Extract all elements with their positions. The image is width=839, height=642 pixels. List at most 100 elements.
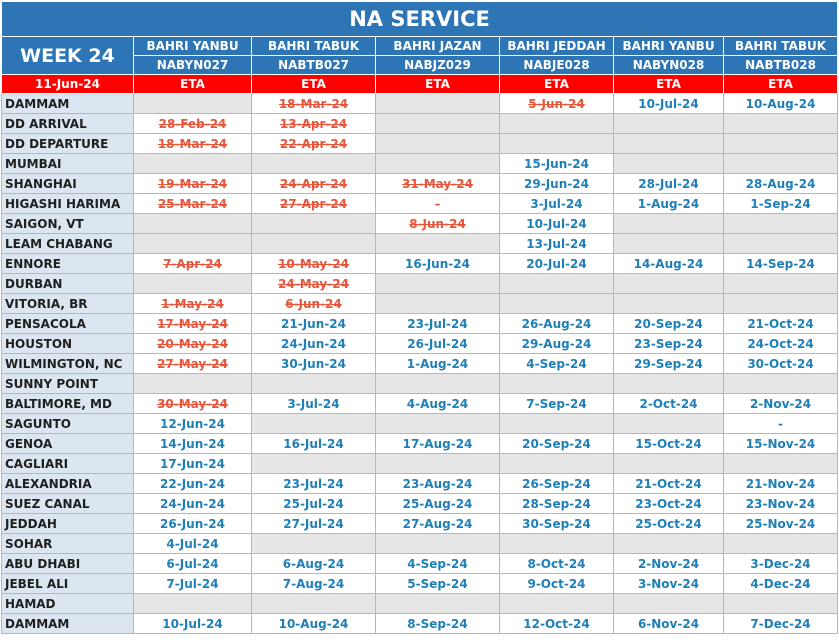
eta-date: 27-Aug-24: [375, 513, 500, 534]
port-row: SHANGHAI 19-Mar-24 24-Apr-24 31-May-24 29-Ju…: [1, 173, 839, 194]
port-name: GENOA: [1, 433, 134, 454]
past-date: 10-May-24: [251, 253, 376, 274]
empty-cell: [375, 233, 500, 254]
port-row: DAMMAM 10-Jul-24 10-Aug-24 8-Sep-24 12-Oct-2…: [1, 613, 839, 634]
eta-date: 7-Jul-24: [133, 573, 252, 594]
port-name: SAIGON, VT: [1, 213, 134, 234]
eta-date: 10-Jul-24: [133, 613, 252, 634]
eta-date: 4-Dec-24: [722, 573, 839, 594]
eta-date: 21-Oct-24: [722, 313, 839, 334]
empty-cell: [613, 213, 724, 234]
eta-date: 12-Jun-24: [133, 413, 252, 434]
past-date: 8-Jun-24: [375, 213, 500, 234]
eta-date: 24-Oct-24: [722, 333, 839, 354]
past-date: -: [375, 193, 500, 214]
empty-cell: [133, 213, 252, 234]
empty-cell: [251, 593, 376, 614]
eta-date: 13-Jul-24: [499, 233, 614, 254]
empty-cell: [499, 113, 614, 134]
eta-date: 28-Sep-24: [499, 493, 614, 514]
port-name: HAMAD: [1, 593, 134, 614]
empty-cell: [722, 153, 839, 174]
empty-cell: [722, 453, 839, 474]
eta-date: 10-Aug-24: [251, 613, 376, 634]
port-row: BALTIMORE, MD 30-May-24 3-Jul-24 4-Aug-24 7-…: [1, 393, 839, 414]
past-date: 28-Feb-24: [133, 113, 252, 134]
eta-date: 16-Jul-24: [251, 433, 376, 454]
past-date: 25-Mar-24: [133, 193, 252, 214]
eta-date: 10-Jul-24: [613, 93, 724, 114]
eta-label: ETA: [613, 74, 724, 94]
empty-cell: [133, 273, 252, 294]
port-name: HIGASHI HARIMA: [1, 193, 134, 214]
port-name: PENSACOLA: [1, 313, 134, 334]
past-date: 22-Apr-24: [251, 133, 376, 154]
empty-cell: [722, 373, 839, 394]
past-date: 17-May-24: [133, 313, 252, 334]
eta-date: 26-Sep-24: [499, 473, 614, 494]
ship-name: BAHRI JEDDAH: [499, 36, 614, 56]
past-date: 27-May-24: [133, 353, 252, 374]
eta-label: ETA: [375, 74, 500, 94]
port-name: HOUSTON: [1, 333, 134, 354]
empty-cell: [251, 533, 376, 554]
voyage-code: NABYN028: [613, 55, 724, 75]
port-name: SUEZ CANAL: [1, 493, 134, 514]
date: 11-Jun-24: [1, 74, 134, 94]
eta-date: 5-Sep-24: [375, 573, 500, 594]
port-name: ABU DHABI: [1, 553, 134, 574]
empty-cell: [133, 233, 252, 254]
eta-date: 17-Jun-24: [133, 453, 252, 474]
port-name: DURBAN: [1, 273, 134, 294]
past-date: 20-May-24: [133, 333, 252, 354]
empty-cell: [722, 233, 839, 254]
empty-cell: [499, 453, 614, 474]
eta-label: ETA: [499, 74, 614, 94]
empty-cell: [251, 413, 376, 434]
empty-cell: [251, 233, 376, 254]
empty-cell: [722, 273, 839, 294]
empty-cell: [375, 133, 500, 154]
eta-date: 26-Jul-24: [375, 333, 500, 354]
eta-date: 6-Aug-24: [251, 553, 376, 574]
empty-cell: [375, 533, 500, 554]
port-row: VITORIA, BR 1-May-24 6-Jun-24: [1, 293, 839, 314]
past-date: 27-Apr-24: [251, 193, 376, 214]
ship-name: BAHRI TABUK: [722, 36, 839, 56]
eta-date: 21-Oct-24: [613, 473, 724, 494]
eta-date: 29-Jun-24: [499, 173, 614, 194]
port-row: DURBAN 24-May-24: [1, 273, 839, 294]
past-date: 7-Apr-24: [133, 253, 252, 274]
empty-cell: [722, 593, 839, 614]
eta-date: 23-Jul-24: [375, 313, 500, 334]
port-name: SUNNY POINT: [1, 373, 134, 394]
eta-date: 30-Oct-24: [722, 353, 839, 374]
eta-date: 28-Aug-24: [722, 173, 839, 194]
port-row: ALEXANDRIA 22-Jun-24 23-Jul-24 23-Aug-24 26-…: [1, 473, 839, 494]
eta-date: 2-Oct-24: [613, 393, 724, 414]
empty-cell: [375, 373, 500, 394]
empty-cell: [251, 453, 376, 474]
empty-cell: [133, 373, 252, 394]
empty-cell: [722, 533, 839, 554]
eta-date: 23-Jul-24: [251, 473, 376, 494]
port-row: DD ARRIVAL 28-Feb-24 13-Apr-24: [1, 113, 839, 134]
eta-date: 15-Jun-24: [499, 153, 614, 174]
eta-date: 26-Jun-24: [133, 513, 252, 534]
voyage-code: NABJE028: [499, 55, 614, 75]
port-name: SHANGHAI: [1, 173, 134, 194]
eta-date: 2-Nov-24: [613, 553, 724, 574]
title-row: NA SERVICE: [0, 1, 839, 37]
empty-cell: [499, 373, 614, 394]
eta-date: 25-Oct-24: [613, 513, 724, 534]
eta-date: 24-Jun-24: [251, 333, 376, 354]
eta-date: 25-Jul-24: [251, 493, 376, 514]
empty-cell: [133, 153, 252, 174]
eta-date: 25-Nov-24: [722, 513, 839, 534]
port-row: ENNORE 7-Apr-24 10-May-24 16-Jun-24 20-Jul-2…: [1, 253, 839, 274]
eta-date: 28-Jul-24: [613, 173, 724, 194]
eta-date: 20-Sep-24: [499, 433, 614, 454]
eta-date: 29-Sep-24: [613, 353, 724, 374]
eta-date: 1-Aug-24: [375, 353, 500, 374]
